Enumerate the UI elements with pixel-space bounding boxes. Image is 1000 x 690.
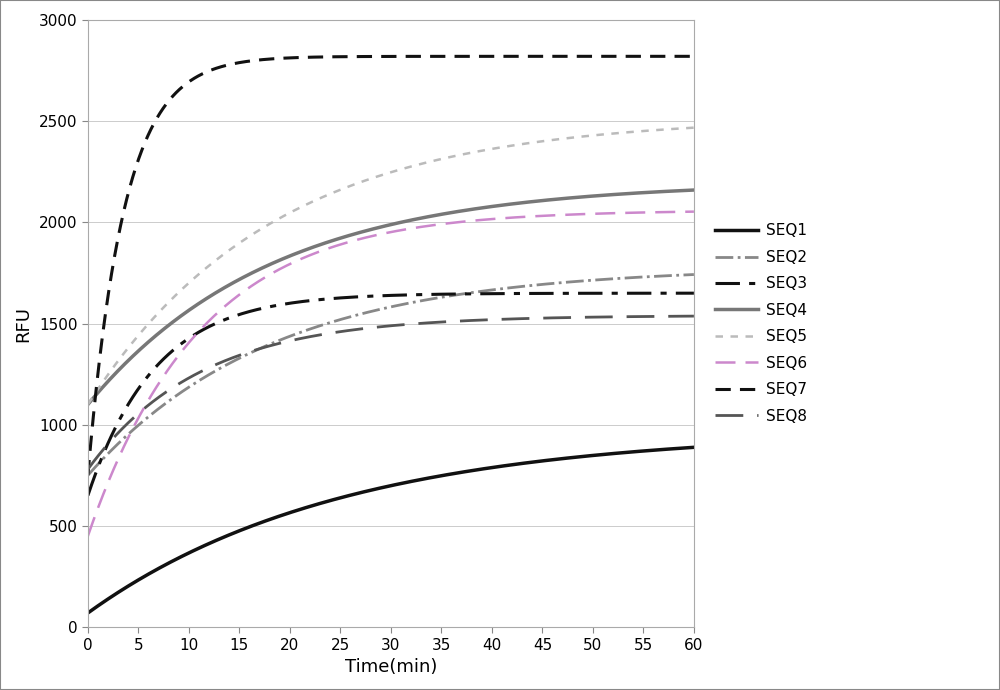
SEQ4	[113, 366, 125, 374]
Line: SEQ8: SEQ8	[88, 316, 694, 469]
SEQ2	[82, 471, 94, 480]
SEQ3	[670, 289, 682, 297]
SEQ5	[670, 125, 682, 133]
SEQ8	[559, 313, 571, 322]
SEQ6	[670, 208, 682, 216]
SEQ7	[113, 230, 125, 238]
SEQ3	[360, 293, 372, 301]
SEQ4	[688, 186, 700, 194]
SEQ7	[559, 52, 571, 61]
SEQ2	[670, 271, 682, 279]
Legend: SEQ1, SEQ2, SEQ3, SEQ4, SEQ5, SEQ6, SEQ7, SEQ8: SEQ1, SEQ2, SEQ3, SEQ4, SEQ5, SEQ6, SEQ7…	[708, 216, 814, 431]
Line: SEQ5: SEQ5	[88, 128, 694, 404]
SEQ7	[670, 52, 682, 61]
SEQ1	[360, 487, 372, 495]
SEQ2	[670, 271, 682, 279]
SEQ8	[670, 312, 682, 320]
SEQ5	[113, 356, 125, 364]
SEQ4	[82, 400, 94, 408]
SEQ3	[82, 491, 94, 500]
SEQ4	[670, 187, 682, 195]
SEQ6	[559, 210, 571, 219]
SEQ7	[82, 471, 94, 480]
SEQ7	[377, 52, 389, 61]
SEQ4	[377, 222, 389, 230]
SEQ1	[559, 454, 571, 462]
Line: SEQ6: SEQ6	[88, 212, 694, 536]
X-axis label: Time(min): Time(min)	[345, 658, 437, 676]
SEQ1	[670, 444, 682, 453]
SEQ5	[360, 176, 372, 184]
SEQ8	[377, 322, 389, 331]
SEQ3	[559, 289, 571, 297]
SEQ2	[377, 304, 389, 313]
SEQ8	[670, 312, 682, 320]
SEQ3	[688, 289, 700, 297]
SEQ8	[113, 428, 125, 436]
SEQ6	[82, 532, 94, 540]
SEQ8	[82, 465, 94, 473]
Line: SEQ1: SEQ1	[88, 447, 694, 613]
SEQ6	[377, 230, 389, 238]
Y-axis label: RFU: RFU	[14, 306, 32, 342]
SEQ3	[113, 417, 125, 425]
SEQ3	[377, 292, 389, 300]
SEQ5	[670, 125, 682, 133]
SEQ6	[113, 453, 125, 462]
SEQ1	[377, 484, 389, 492]
SEQ7	[688, 52, 700, 61]
SEQ5	[559, 135, 571, 143]
SEQ2	[559, 278, 571, 286]
SEQ8	[360, 324, 372, 333]
SEQ2	[360, 308, 372, 317]
SEQ4	[670, 187, 682, 195]
SEQ1	[113, 588, 125, 596]
SEQ1	[670, 444, 682, 453]
SEQ3	[670, 289, 682, 297]
SEQ5	[377, 170, 389, 179]
SEQ1	[688, 443, 700, 451]
SEQ7	[360, 52, 372, 61]
Line: SEQ7: SEQ7	[88, 57, 694, 475]
SEQ2	[688, 270, 700, 279]
Line: SEQ2: SEQ2	[88, 275, 694, 475]
SEQ1	[82, 609, 94, 617]
SEQ2	[113, 439, 125, 447]
SEQ4	[360, 226, 372, 235]
Line: SEQ3: SEQ3	[88, 293, 694, 495]
SEQ6	[670, 208, 682, 216]
SEQ8	[688, 312, 700, 320]
SEQ6	[688, 208, 700, 216]
SEQ6	[360, 233, 372, 242]
SEQ4	[559, 195, 571, 203]
SEQ7	[670, 52, 682, 61]
SEQ5	[82, 400, 94, 408]
Line: SEQ4: SEQ4	[88, 190, 694, 404]
SEQ5	[688, 124, 700, 132]
